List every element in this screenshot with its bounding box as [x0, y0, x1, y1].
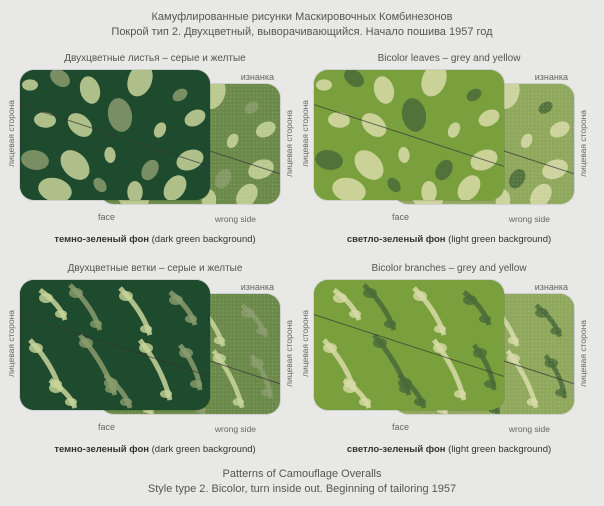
footer: Patterns of Camouflage Overalls Style ty…	[0, 455, 604, 498]
label-wrong-side-en: wrong side	[509, 424, 550, 434]
label-wrong-side-en: wrong side	[509, 214, 550, 224]
footer-line-1: Patterns of Camouflage Overalls	[0, 467, 604, 482]
panel-caption: темно-зеленый фон (dark green background…	[20, 234, 290, 245]
panel-0: Двухцветные листья – серые и желтые изна…	[20, 53, 290, 245]
label-face-side-ru: лицевая сторона	[6, 100, 16, 167]
swatch-pair: изнанка лицевая сторона лицевая сторона …	[314, 280, 574, 430]
swatch-pair: изнанка лицевая сторона лицевая сторона …	[314, 70, 574, 220]
label-face-en: face	[392, 422, 409, 432]
label-face-en: face	[98, 422, 115, 432]
panel-caption: светло-зеленый фон (light green backgrou…	[314, 444, 584, 455]
label-face-side-ru-back: лицевая сторона	[578, 320, 588, 387]
panel-1: Bicolor leaves – grey and yellow изнанка…	[314, 53, 584, 245]
swatch-front	[314, 280, 504, 410]
swatch-front	[20, 280, 210, 410]
swatch-front	[20, 70, 210, 200]
label-face-side-ru-back: лицевая сторона	[578, 110, 588, 177]
header-line-1: Камуфлированные рисунки Маскировочных Ко…	[0, 10, 604, 25]
footer-line-2: Style type 2. Bicolor, turn inside out. …	[0, 482, 604, 497]
panel-caption: светло-зеленый фон (light green backgrou…	[314, 234, 584, 245]
label-iznanka: изнанка	[241, 282, 274, 292]
panel-title: Bicolor leaves – grey and yellow	[314, 53, 584, 64]
label-face-side-ru-back: лицевая сторона	[284, 110, 294, 177]
panel-2: Двухцветные ветки – серые и желтые изнан…	[20, 263, 290, 455]
label-wrong-side-en: wrong side	[215, 214, 256, 224]
label-face-side-ru: лицевая сторона	[300, 100, 310, 167]
header: Камуфлированные рисунки Маскировочных Ко…	[0, 0, 604, 45]
panel-title: Двухцветные листья – серые и желтые	[20, 53, 290, 64]
panel-3: Bicolor branches – grey and yellow изнан…	[314, 263, 584, 455]
panel-title: Двухцветные ветки – серые и желтые	[20, 263, 290, 274]
pattern-grid: Двухцветные листья – серые и желтые изна…	[0, 45, 604, 455]
panel-caption: темно-зеленый фон (dark green background…	[20, 444, 290, 455]
label-face-side-ru: лицевая сторона	[300, 310, 310, 377]
panel-title: Bicolor branches – grey and yellow	[314, 263, 584, 274]
swatch-pair: изнанка лицевая сторона лицевая сторона …	[20, 280, 280, 430]
label-iznanka: изнанка	[535, 282, 568, 292]
label-face-en: face	[392, 212, 409, 222]
header-line-2: Покрой тип 2. Двухцветный, выворачивающи…	[0, 25, 604, 40]
swatch-pair: изнанка лицевая сторона лицевая сторона …	[20, 70, 280, 220]
label-face-en: face	[98, 212, 115, 222]
label-face-side-ru: лицевая сторона	[6, 310, 16, 377]
label-wrong-side-en: wrong side	[215, 424, 256, 434]
label-iznanka: изнанка	[535, 72, 568, 82]
label-iznanka: изнанка	[241, 72, 274, 82]
label-face-side-ru-back: лицевая сторона	[284, 320, 294, 387]
swatch-front	[314, 70, 504, 200]
